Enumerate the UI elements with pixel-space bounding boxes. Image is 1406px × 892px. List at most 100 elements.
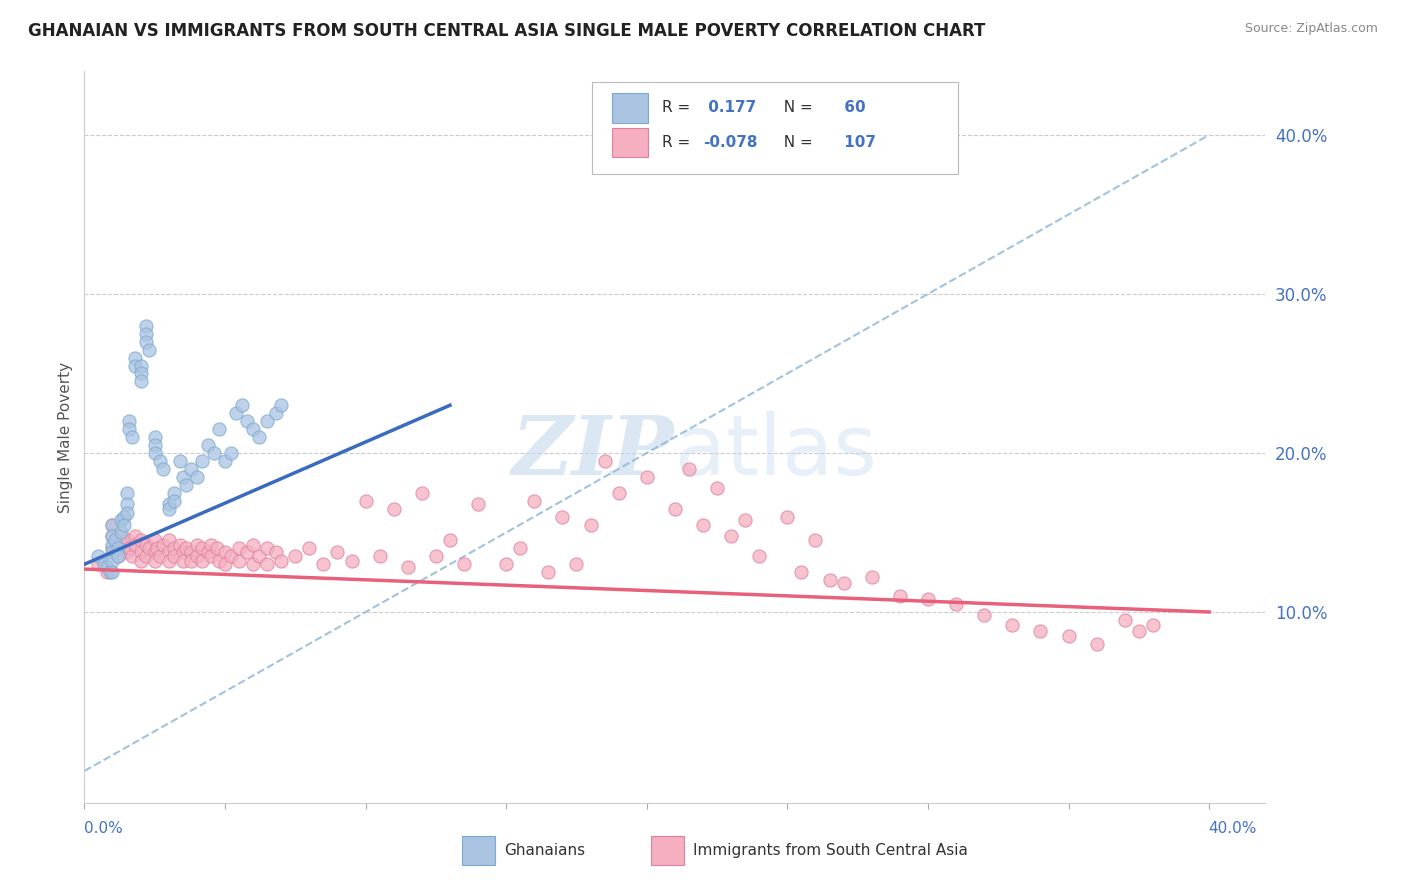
Point (818, 573, 841, 587)
Point (129, 533, 152, 548)
Point (186, 470, 208, 484)
Point (129, 359, 152, 373)
Point (236, 414, 259, 428)
Point (1085, 637, 1108, 651)
Point (1029, 624, 1052, 638)
Point (180, 544, 202, 558)
Point (157, 533, 180, 548)
Text: R =: R = (662, 135, 695, 150)
Point (860, 570, 883, 584)
Point (172, 470, 194, 484)
Point (664, 501, 686, 516)
Point (135, 538, 157, 552)
Point (107, 549, 129, 564)
Point (256, 541, 278, 556)
Point (396, 560, 419, 574)
Text: 0.177: 0.177 (703, 101, 756, 115)
Point (214, 454, 236, 468)
Point (93, 558, 115, 572)
Point (118, 541, 141, 556)
Point (110, 513, 132, 527)
Text: Source: ZipAtlas.com: Source: ZipAtlas.com (1244, 22, 1378, 36)
Point (205, 541, 228, 556)
Point (368, 549, 391, 564)
Point (264, 406, 287, 420)
Point (87, 558, 110, 572)
Point (565, 558, 588, 572)
Point (439, 533, 461, 548)
Point (1057, 629, 1080, 643)
Point (889, 589, 911, 603)
Point (200, 538, 222, 552)
Point (326, 544, 349, 558)
Point (214, 558, 236, 572)
Point (135, 334, 157, 349)
Point (734, 513, 756, 527)
Point (776, 509, 799, 524)
Point (509, 541, 531, 556)
Point (129, 544, 152, 558)
Point (174, 541, 197, 556)
Point (157, 554, 180, 568)
Point (208, 422, 231, 436)
Point (121, 549, 143, 564)
Point (945, 597, 967, 611)
Point (143, 438, 166, 452)
Point (143, 430, 166, 444)
FancyBboxPatch shape (592, 82, 959, 174)
Point (242, 422, 264, 436)
Point (804, 533, 827, 548)
Point (101, 529, 124, 543)
Text: 0.0%: 0.0% (84, 821, 124, 836)
Text: 40.0%: 40.0% (1209, 821, 1257, 836)
Point (163, 493, 186, 508)
Point (110, 529, 132, 543)
Point (157, 501, 180, 516)
Point (537, 566, 560, 580)
Point (180, 554, 202, 568)
Point (453, 558, 475, 572)
Point (138, 343, 160, 357)
Point (340, 554, 363, 568)
Point (607, 485, 630, 500)
Point (101, 529, 124, 543)
Point (191, 454, 214, 468)
Point (149, 549, 172, 564)
Text: 107: 107 (839, 135, 876, 150)
Point (225, 406, 247, 420)
Text: -0.078: -0.078 (703, 135, 758, 150)
Point (124, 351, 146, 365)
Text: 60: 60 (839, 101, 866, 115)
Point (143, 446, 166, 460)
Point (202, 446, 225, 460)
Point (551, 509, 574, 524)
Point (104, 533, 127, 548)
Point (143, 533, 166, 548)
Point (256, 414, 278, 428)
Point (1142, 617, 1164, 632)
Point (118, 422, 141, 436)
Point (411, 485, 433, 500)
Text: Ghanaians: Ghanaians (503, 843, 585, 858)
Point (748, 549, 770, 564)
Point (832, 576, 855, 591)
Point (692, 517, 714, 532)
Point (382, 501, 405, 516)
Point (593, 454, 616, 468)
Point (231, 398, 253, 412)
Point (96, 566, 118, 580)
Point (495, 558, 517, 572)
Point (256, 558, 278, 572)
Point (163, 541, 186, 556)
Point (143, 554, 166, 568)
Y-axis label: Single Male Poverty: Single Male Poverty (58, 361, 73, 513)
Point (115, 507, 138, 521)
Point (467, 497, 489, 511)
Point (790, 566, 813, 580)
Point (129, 375, 152, 389)
Point (129, 554, 152, 568)
Point (98, 566, 121, 580)
Point (101, 541, 124, 556)
Point (110, 525, 132, 540)
Point (163, 485, 186, 500)
